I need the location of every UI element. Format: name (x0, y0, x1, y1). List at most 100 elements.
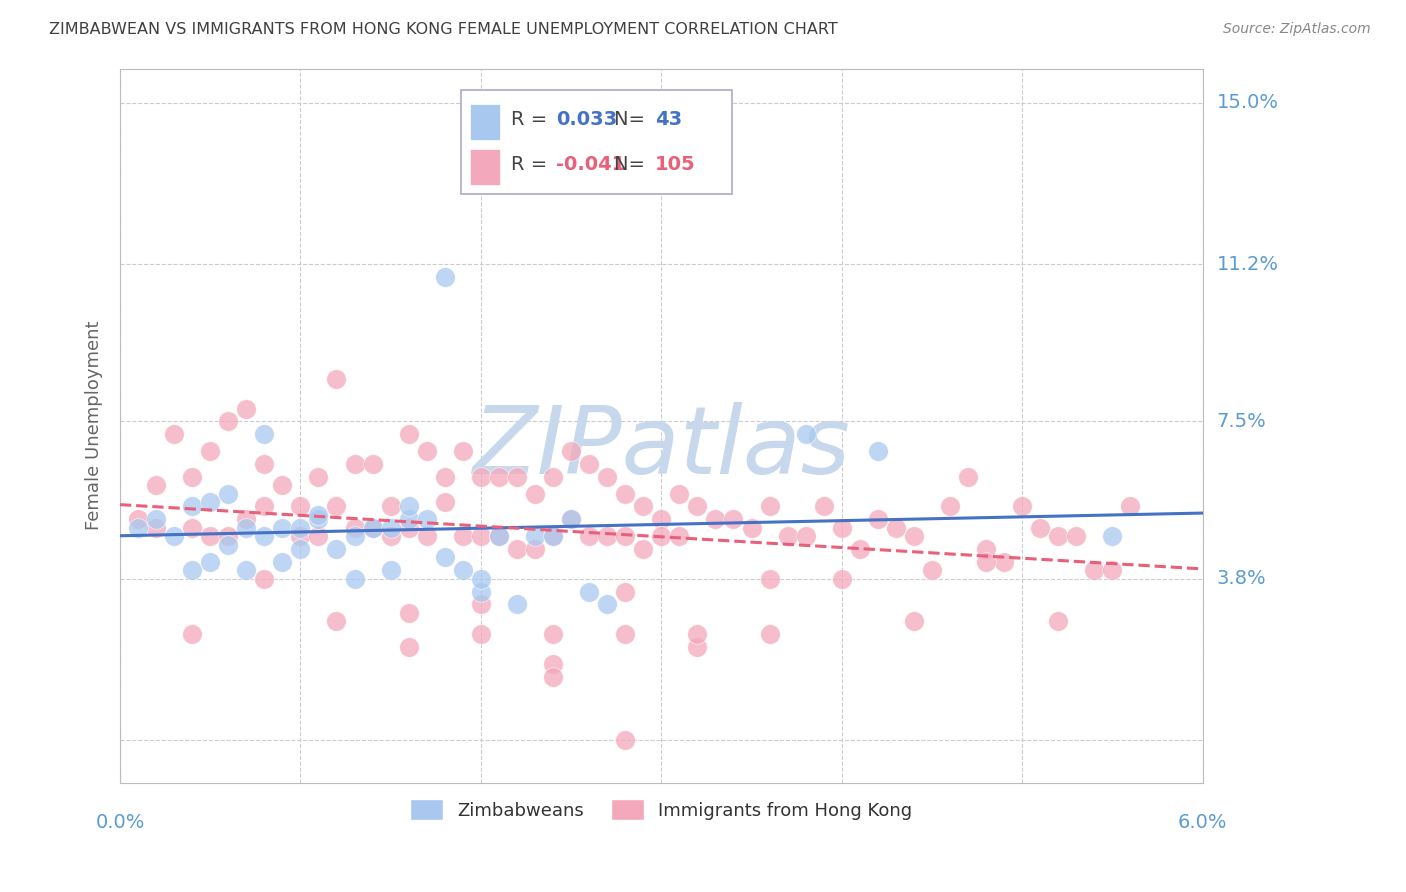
Point (541, 469, 564, 483)
Point (614, 486, 637, 500)
Point (181, 521, 204, 535)
Point (614, 529, 637, 543)
FancyBboxPatch shape (470, 149, 501, 185)
Point (198, 529, 221, 543)
Point (271, 478, 294, 492)
Point (181, 563, 204, 577)
Point (145, 521, 167, 535)
Point (361, 457, 384, 471)
Point (578, 584, 600, 599)
Point (524, 541, 547, 556)
Point (307, 508, 329, 522)
Point (290, 529, 312, 543)
Point (198, 555, 221, 569)
Point (506, 541, 529, 556)
Point (325, 500, 347, 514)
Point (794, 427, 817, 442)
Point (470, 584, 492, 599)
Point (470, 627, 492, 641)
Legend: Zimbabweans, Immigrants from Hong Kong: Zimbabweans, Immigrants from Hong Kong (404, 792, 920, 828)
Point (831, 521, 853, 535)
Point (524, 529, 547, 543)
Point (1119, 500, 1142, 514)
Point (758, 627, 780, 641)
Point (541, 529, 564, 543)
Point (866, 512, 889, 526)
Point (253, 500, 276, 514)
Point (686, 627, 709, 641)
Point (903, 614, 925, 628)
Point (343, 521, 366, 535)
Point (668, 529, 690, 543)
Point (217, 486, 239, 500)
Point (1083, 563, 1105, 577)
Point (596, 469, 619, 483)
Point (633, 541, 655, 556)
Point (1101, 563, 1123, 577)
Point (884, 521, 907, 535)
Point (1047, 614, 1070, 628)
Point (488, 529, 510, 543)
Point (398, 512, 420, 526)
Point (993, 555, 1015, 569)
Point (253, 572, 276, 586)
Point (541, 627, 564, 641)
Point (253, 529, 276, 543)
Point (596, 597, 619, 611)
Point (470, 572, 492, 586)
Y-axis label: Female Unemployment: Female Unemployment (86, 321, 103, 531)
Point (290, 500, 312, 514)
Point (849, 541, 872, 556)
Point (451, 444, 474, 458)
Point (235, 521, 257, 535)
Point (686, 640, 709, 654)
Point (217, 538, 239, 552)
Point (506, 469, 529, 483)
Point (921, 563, 943, 577)
Point (433, 495, 456, 509)
Point (470, 529, 492, 543)
Point (198, 444, 221, 458)
Text: 6.0%: 6.0% (1178, 814, 1227, 832)
Point (470, 597, 492, 611)
Point (380, 521, 402, 535)
Text: 0.0%: 0.0% (96, 814, 145, 832)
Text: R =: R = (510, 155, 554, 175)
Point (723, 512, 745, 526)
Point (560, 512, 582, 526)
Text: ZIPatlas: ZIPatlas (472, 401, 851, 492)
FancyBboxPatch shape (470, 104, 501, 139)
Point (560, 512, 582, 526)
Point (578, 457, 600, 471)
Point (307, 469, 329, 483)
Point (235, 512, 257, 526)
Point (127, 521, 149, 535)
Point (271, 521, 294, 535)
Text: 11.2%: 11.2% (1216, 254, 1278, 274)
Point (416, 444, 439, 458)
Point (1047, 529, 1070, 543)
Point (451, 563, 474, 577)
Point (614, 627, 637, 641)
Text: 7.5%: 7.5% (1216, 412, 1267, 431)
Point (650, 529, 672, 543)
Point (217, 414, 239, 428)
Point (307, 512, 329, 526)
Point (541, 657, 564, 671)
Point (398, 521, 420, 535)
Point (686, 500, 709, 514)
Point (451, 529, 474, 543)
Point (650, 512, 672, 526)
Point (578, 529, 600, 543)
Point (380, 529, 402, 543)
Point (1101, 529, 1123, 543)
Text: N=: N= (613, 155, 651, 175)
Point (181, 627, 204, 641)
Point (181, 500, 204, 514)
Point (325, 372, 347, 386)
FancyBboxPatch shape (461, 90, 731, 194)
Point (596, 529, 619, 543)
Point (343, 529, 366, 543)
Point (380, 563, 402, 577)
Point (217, 529, 239, 543)
